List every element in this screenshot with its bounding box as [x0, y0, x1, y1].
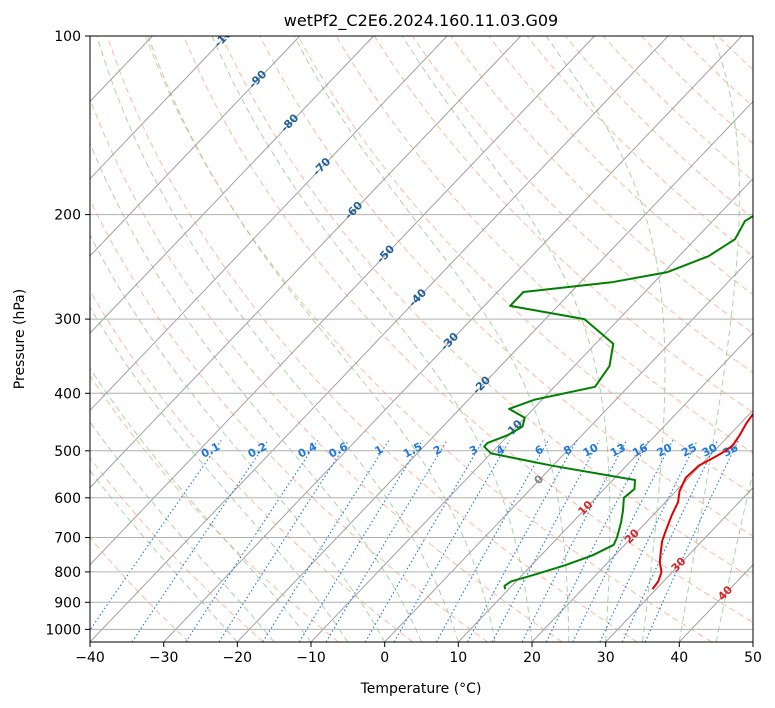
- x-tick-label: 0: [380, 650, 389, 666]
- x-tick-label: 30: [597, 650, 615, 666]
- y-axis-label: Pressure (hPa): [12, 289, 28, 389]
- y-tick-label: 700: [54, 531, 81, 547]
- mixing-ratio-line: [545, 440, 650, 642]
- mixing-ratio-label: 25: [679, 441, 699, 460]
- y-tick-label: 100: [54, 29, 81, 45]
- mixing-ratio-line: [621, 440, 719, 642]
- moist-adiabat: [90, 306, 349, 642]
- mixing-ratio-line: [599, 440, 698, 642]
- dry-adiabat: [90, 97, 563, 642]
- mixing-ratio-line: [393, 440, 511, 642]
- dry-adiabat: [641, 36, 753, 145]
- mixing-ratio-line: [521, 440, 628, 642]
- y-tick-label: 1000: [45, 622, 81, 638]
- dry-adiabat: [450, 36, 753, 335]
- dry-adiabat: [106, 36, 638, 642]
- x-tick-label: −40: [75, 650, 105, 666]
- y-tick-label: 200: [54, 208, 81, 224]
- moist-adiabat: [211, 36, 533, 642]
- isotherm-line: [90, 36, 227, 180]
- dry-adiabat: [183, 36, 753, 623]
- mixing-ratio-line: [644, 440, 739, 642]
- chart-title: wetPf2_C2E6.2024.160.11.03.G09: [284, 11, 558, 31]
- dry-adiabat: [488, 36, 753, 296]
- moist-adiabat: [401, 36, 611, 642]
- moist-adiabat: [96, 36, 459, 642]
- dry-adiabat: [259, 36, 753, 537]
- mixing-ratio-line: [90, 439, 222, 632]
- dry-adiabat: [90, 289, 414, 642]
- plot-frame: [89, 35, 754, 643]
- y-tick-label: 900: [54, 595, 81, 611]
- y-tick-label: 800: [54, 565, 81, 581]
- dry-adiabat: [602, 36, 753, 182]
- mixing-ratio-line: [185, 439, 319, 642]
- moist-adiabat: [90, 469, 238, 642]
- x-tick-label: 50: [744, 650, 762, 666]
- plot-area: [90, 36, 753, 642]
- dry-adiabat: [221, 36, 753, 580]
- moist-adiabat: [715, 469, 753, 642]
- profile-series: [483, 214, 753, 590]
- dry-adiabat: [564, 36, 753, 220]
- moist-adiabat: [293, 36, 570, 642]
- moist-adiabat: [147, 36, 496, 642]
- isotherms: [90, 36, 753, 642]
- dry-adiabat: [90, 375, 339, 642]
- y-axis: 100 200 300 400 500 600 700 800 900 1000: [45, 29, 90, 638]
- dry-adiabat: [90, 198, 488, 642]
- isotherm-line: [90, 36, 669, 642]
- isotherm-line: [90, 36, 448, 412]
- isotherm-line: [163, 36, 743, 642]
- mixing-ratio-label: 10: [581, 441, 601, 460]
- x-tick-label: 40: [670, 650, 688, 666]
- mixing-ratio-label: 16: [630, 441, 650, 460]
- x-axis-label: Temperature (°C): [360, 681, 482, 697]
- isotherm-line: [236, 100, 753, 642]
- isotherm-line: [310, 177, 753, 642]
- dewpoint-profile: [483, 214, 753, 590]
- moist-adiabat: [545, 36, 666, 642]
- y-tick-label: 400: [54, 386, 81, 402]
- y-tick-label: 300: [54, 312, 81, 328]
- isotherm-line: [90, 36, 374, 334]
- mixing-ratio-lines: [90, 439, 739, 642]
- isotherm-line: [605, 486, 753, 642]
- moist-adiabat: [90, 142, 422, 642]
- y-tick-label: 500: [54, 444, 81, 460]
- dry-adiabat: [373, 36, 753, 414]
- x-tick-label: −20: [223, 650, 253, 666]
- temperature-profile: [651, 412, 753, 590]
- mixing-ratio-label: 13: [608, 441, 628, 460]
- mixing-ratio-line: [364, 440, 484, 642]
- y-tick-label: 600: [54, 491, 81, 507]
- dry-adiabat: [90, 456, 264, 642]
- isotherm-line: [90, 36, 301, 257]
- x-tick-label: −30: [149, 650, 179, 666]
- x-axis: −40 −30 −20 −10 0 10 20 30 40 50: [75, 642, 762, 666]
- isotherm-line: [90, 36, 522, 489]
- mixing-ratio-line: [435, 440, 549, 642]
- isotherm-line: [531, 409, 753, 642]
- mixing-ratio-line: [572, 440, 674, 642]
- dry-adiabat: [145, 36, 712, 642]
- mixing-ratio-label: 36: [721, 441, 741, 460]
- x-tick-label: 10: [449, 650, 467, 666]
- isotherm-line: [384, 255, 753, 642]
- pressure-gridlines: [90, 36, 753, 630]
- x-tick-label: −10: [296, 650, 326, 666]
- background-lines: [90, 36, 753, 642]
- isotherm-line: [90, 36, 595, 566]
- dry-adiabat: [297, 36, 753, 495]
- x-tick-label: 20: [523, 650, 541, 666]
- mixing-ratio-label: 20: [655, 441, 675, 460]
- mixing-ratio-line: [131, 439, 269, 642]
- mixing-ratio-line: [298, 440, 423, 642]
- isotherm-line: [457, 332, 753, 642]
- mixing-ratio-line: [325, 440, 448, 642]
- mixing-ratio-label: 30: [700, 441, 720, 460]
